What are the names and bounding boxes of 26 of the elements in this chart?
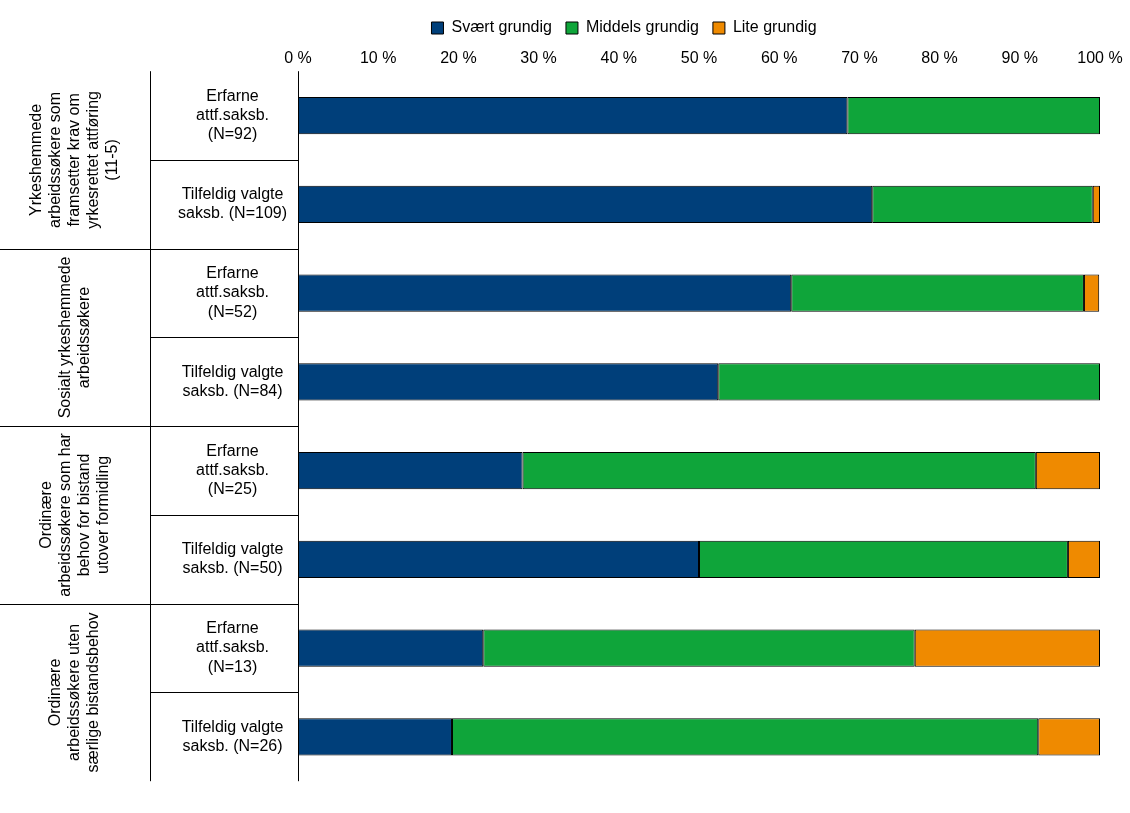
- x-tick-label: 70 %: [841, 49, 878, 67]
- text: Ordinære arbeidssøkere som har behov for bistand utover formidling: [36, 432, 111, 597]
- x-tick-label: 10 %: [359, 49, 397, 67]
- y-tick-label: Erfarne attf.saksb. (N=52): [196, 264, 269, 320]
- x-tick-label: 90 %: [1001, 49, 1039, 67]
- x-tick-label: 30 %: [520, 49, 557, 67]
- x-tick-label: 50 %: [680, 49, 718, 67]
- y-tick-label: Tilfeldig valgte saksb. (N=84): [181, 362, 284, 399]
- legend-label: Svært grundig: [451, 18, 552, 36]
- y-tick-label: Tilfeldig valgte saksb. (N=109): [178, 185, 287, 222]
- y-tick-label: Erfarne attf.saksb. (N=25): [196, 441, 269, 498]
- y-tick-label: Tilfeldig valgte saksb. (N=50): [181, 540, 284, 577]
- legend-label: Lite grundig: [732, 18, 817, 36]
- x-tick-label: 20 %: [440, 49, 477, 67]
- text: Sosialt yrkeshemmede arbeidssøkere: [55, 256, 92, 419]
- x-tick-label: 80 %: [921, 49, 958, 67]
- y-tick-label: Tilfeldig valgte saksb. (N=26): [181, 717, 284, 754]
- y-tick-label: Erfarne attf.saksb. (N=92): [196, 86, 269, 143]
- x-tick-label: 40 %: [600, 49, 638, 67]
- x-tick-label: 0 %: [284, 49, 312, 67]
- x-tick-label: 100 %: [1077, 49, 1123, 67]
- x-tick-label: 60 %: [760, 49, 798, 67]
- legend-label: Middels grundig: [585, 18, 699, 36]
- text: Ordinære arbeidssøkere uten særlige bistandsbehov: [46, 612, 102, 773]
- y-tick-label: Erfarne attf.saksb. (N=13): [196, 619, 269, 675]
- text: Yrkeshemmede arbeidssøkere som framsetter krav om yrkesrettet attføring (11-5): [27, 91, 121, 229]
